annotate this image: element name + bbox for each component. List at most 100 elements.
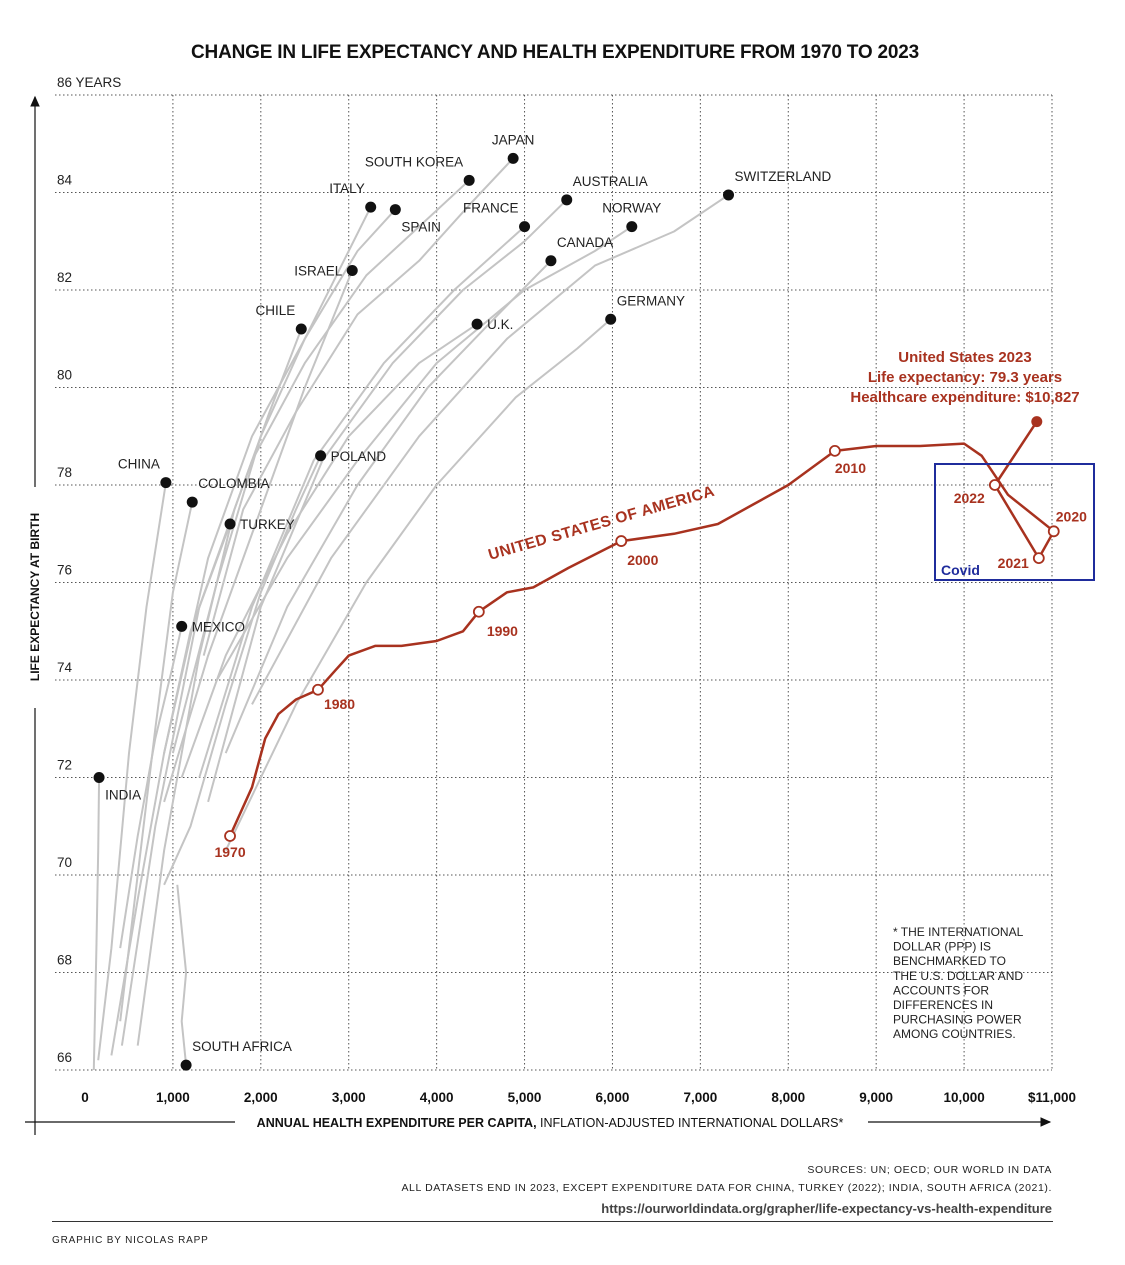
y-tick-label: 68 — [57, 953, 72, 968]
country-label: ISRAEL — [294, 264, 343, 279]
covid-label: Covid — [941, 562, 980, 578]
country-dot — [561, 194, 573, 206]
footnote-line: ACCOUNTS FOR — [893, 983, 989, 997]
country-dot — [519, 221, 531, 233]
us-year-label: 1990 — [487, 623, 518, 639]
source-url[interactable]: https://ourworldindata.org/grapher/life-… — [601, 1201, 1052, 1216]
footnote-line: THE U.S. DOLLAR AND — [893, 969, 1023, 983]
country-label: U.K. — [487, 317, 513, 332]
footnote-line: AMONG COUNTRIES. — [893, 1027, 1016, 1041]
x-tick-label: 0 — [81, 1090, 89, 1105]
us-year-label: 2020 — [1056, 508, 1087, 524]
country-line — [251, 194, 730, 705]
country-dot — [626, 221, 638, 233]
credit: GRAPHIC BY NICOLAS RAPP — [52, 1235, 209, 1246]
country-dot — [93, 772, 105, 783]
y-tick-label: 78 — [57, 465, 72, 480]
x-tick-label: 3,000 — [332, 1090, 366, 1105]
us-year-marker — [312, 683, 324, 696]
y-tick-label: 72 — [57, 758, 72, 773]
y-tick-label: 74 — [57, 660, 73, 675]
us-year-label: 1980 — [324, 696, 355, 712]
us-2023-annotation: Life expectancy: 79.3 years — [868, 369, 1062, 386]
footnote-line: PURCHASING POWER — [893, 1013, 1022, 1027]
us-year-marker — [988, 479, 1001, 491]
country-dot — [463, 174, 475, 186]
country-label: SWITZERLAND — [734, 169, 831, 184]
us-year-label: 2022 — [954, 490, 985, 506]
x-tick-label: $11,000 — [1028, 1090, 1076, 1105]
country-line — [110, 523, 231, 1056]
y-tick-label: 80 — [57, 368, 72, 383]
y-tick-label: 84 — [57, 173, 73, 188]
country-dot — [545, 255, 557, 267]
country-line — [119, 501, 194, 1022]
country-line — [180, 323, 478, 778]
footnote-line: BENCHMARKED TO — [893, 954, 1006, 968]
country-dot — [722, 189, 734, 201]
x-tick-label: 2,000 — [244, 1090, 278, 1105]
country-label: SOUTH KOREA — [365, 154, 463, 169]
country-dot — [295, 323, 307, 335]
country-dot — [224, 518, 236, 530]
country-label: POLAND — [331, 449, 387, 464]
gridlines — [55, 94, 1053, 1071]
axes: 66 68 70 72 74 76 78 80 82 84 86 YEARS 0 1,000 2,000 3… — [22, 75, 1076, 1135]
country-dot — [389, 204, 401, 216]
country-label: TURKEY — [240, 517, 295, 532]
country-label: CANADA — [557, 235, 613, 250]
y-title-bg — [22, 487, 48, 708]
country-label: INDIA — [105, 788, 141, 803]
x-tick-label: 4,000 — [420, 1090, 454, 1105]
country-dot — [471, 318, 483, 330]
chart-plot: 66 68 70 72 74 76 78 80 82 84 86 YEARS 0 1,000 2,000 3… — [22, 75, 1095, 1135]
us-year-label: 1970 — [214, 844, 245, 860]
us-year-marker — [828, 444, 841, 457]
x-tick-label: 7,000 — [683, 1090, 717, 1105]
us-2023-annotation: United States 2023 — [898, 349, 1031, 366]
y-tick-label: 66 — [57, 1050, 72, 1065]
x-tick-label: 9,000 — [859, 1090, 893, 1105]
x-axis-title: ANNUAL HEALTH EXPENDITURE PER CAPITA, IN… — [257, 1116, 844, 1130]
country-label: GERMANY — [617, 293, 685, 308]
us-year-label: 2010 — [835, 460, 866, 476]
country-line — [163, 270, 354, 803]
sources-line: SOURCES: UN; OECD; OUR WORLD IN DATA — [807, 1164, 1052, 1176]
us-year-marker — [615, 535, 628, 547]
country-label: JAPAN — [492, 132, 535, 147]
country-label: NORWAY — [602, 201, 661, 216]
country-dot — [180, 1059, 192, 1071]
datasets-note: ALL DATASETS END IN 2023, EXCEPT EXPENDI… — [401, 1182, 1052, 1194]
y-tick-label: 76 — [57, 563, 72, 578]
x-tick-label: 8,000 — [771, 1090, 805, 1105]
country-line — [163, 455, 322, 886]
country-dot — [346, 265, 358, 276]
country-line — [176, 884, 188, 1066]
us-2023-annotation: Healthcare expenditure: $10,827 — [850, 389, 1079, 406]
x-tick-label: 1,000 — [156, 1090, 190, 1105]
country-line — [202, 157, 514, 656]
x-tick-label: 10,000 — [943, 1090, 984, 1105]
country-line — [224, 318, 612, 852]
country-label: AUSTRALIA — [573, 174, 648, 189]
us-year-label: 2000 — [627, 552, 658, 568]
chart-title: CHANGE IN LIFE EXPECTANCY AND HEALTH EXP… — [191, 42, 919, 63]
country-dot — [186, 496, 198, 508]
us-year-marker — [224, 830, 236, 842]
country-dot — [365, 201, 377, 213]
country-dot — [507, 152, 519, 164]
country-label: CHILE — [255, 303, 295, 318]
country-line — [207, 199, 568, 803]
country-line — [224, 260, 552, 754]
country-label: SPAIN — [401, 220, 441, 235]
country-dot — [605, 313, 617, 325]
country-line — [216, 225, 633, 681]
country-dot — [160, 477, 172, 489]
y-tick-label: 82 — [57, 270, 72, 285]
divider — [52, 1221, 1053, 1222]
country-label: MEXICO — [192, 619, 245, 634]
country-label: COLOMBIA — [198, 476, 269, 491]
country-line — [119, 626, 183, 949]
